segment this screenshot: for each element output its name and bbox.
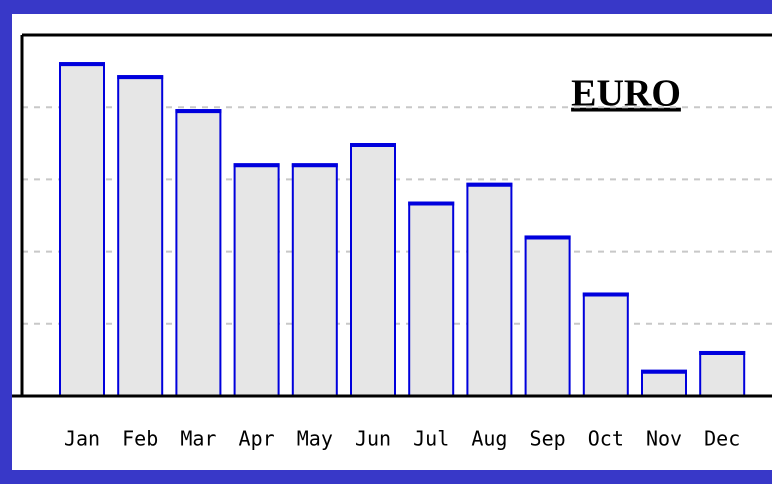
bar [233,163,280,397]
x-tick-label: Sep [530,427,566,451]
bar [175,109,222,397]
bar [59,62,105,398]
x-tick-label: Jun [355,427,391,451]
bar [641,369,687,398]
x-tick-label: Apr [239,427,275,451]
bar [350,143,396,397]
bar [117,75,164,398]
bar [466,182,513,397]
x-tick-label: Oct [588,427,624,451]
bar [699,350,746,398]
bar [524,235,571,397]
x-tick-label: Nov [646,427,682,451]
bar [582,292,629,398]
x-tick-label: Feb [122,427,158,451]
bar [291,163,338,397]
x-tick-label: Dec [704,427,740,451]
x-tick-label: Jul [413,427,449,451]
x-tick-label: Aug [471,427,507,451]
chart-title: EURO [571,73,681,115]
x-tick-label: May [297,427,333,451]
x-tick-label: Jan [64,427,100,451]
bar [408,201,455,397]
x-tick-label: Mar [180,427,216,451]
